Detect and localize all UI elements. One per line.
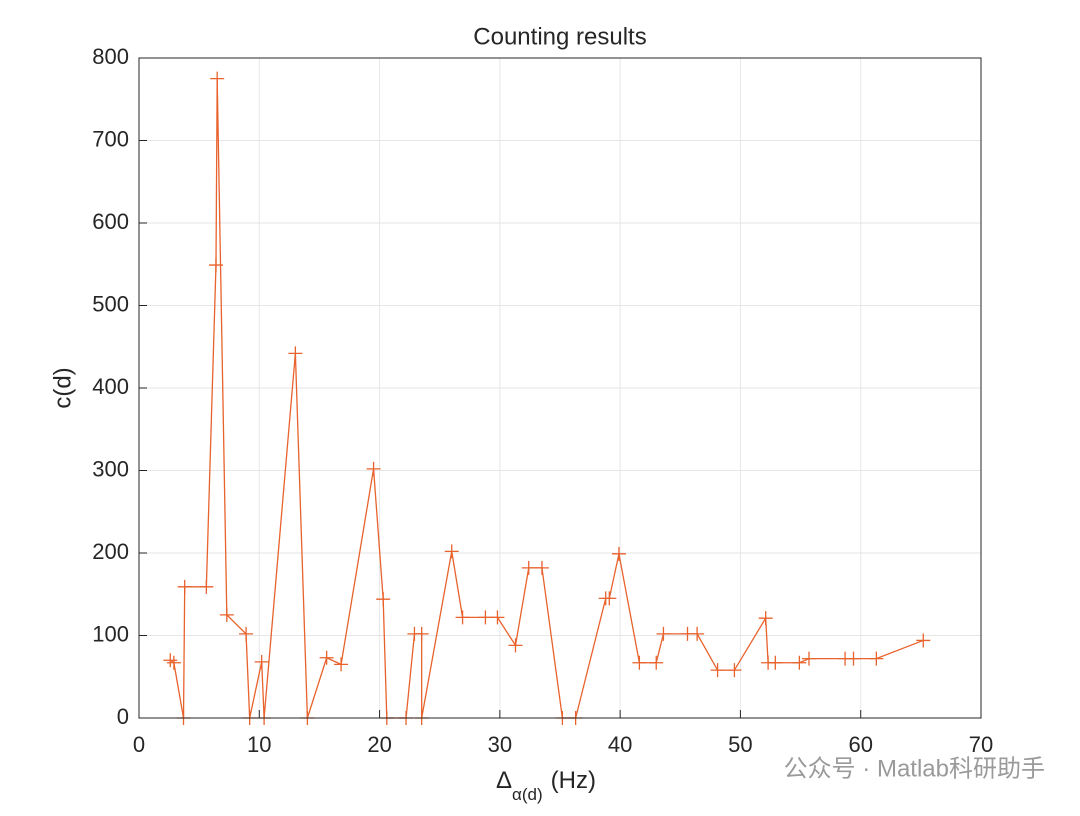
y-tick-label: 100 [92, 621, 129, 646]
marker [288, 346, 303, 361]
y-tick-label: 0 [117, 704, 129, 729]
marker [611, 546, 626, 561]
marker [254, 654, 269, 669]
marker [239, 626, 254, 641]
marker [710, 663, 725, 678]
marker [801, 651, 816, 666]
marker [727, 663, 742, 678]
x-tick-label: 30 [488, 732, 512, 757]
x-label-rest: (Hz) [551, 767, 596, 794]
marker [366, 461, 381, 476]
x-axis-label: Δα(d) (Hz) [496, 767, 596, 804]
marker [656, 626, 671, 641]
y-tick-label: 400 [92, 374, 129, 399]
y-tick-label: 200 [92, 539, 129, 564]
marker [376, 592, 391, 607]
y-tick-label: 500 [92, 291, 129, 316]
y-tick-label: 600 [92, 209, 129, 234]
marker [792, 655, 807, 670]
marker [210, 71, 225, 86]
marker [758, 611, 773, 626]
marker [916, 633, 931, 648]
marker [199, 579, 214, 594]
y-tick-label: 700 [92, 126, 129, 151]
marker [508, 638, 523, 653]
x-tick-label: 60 [848, 732, 872, 757]
marker [177, 579, 192, 594]
x-tick-label: 40 [608, 732, 632, 757]
marker [869, 651, 884, 666]
marker [690, 626, 705, 641]
marker [490, 610, 505, 625]
x-tick-label: 10 [247, 732, 271, 757]
marker [444, 544, 459, 559]
marker [208, 258, 223, 273]
marker [163, 653, 178, 668]
y-tick-label: 800 [92, 44, 129, 69]
marker [649, 655, 664, 670]
marker [768, 655, 783, 670]
marker [166, 655, 181, 670]
marker [478, 610, 493, 625]
marker [632, 655, 647, 670]
marker [534, 560, 549, 575]
marker [414, 626, 429, 641]
watermark: 公众号 · Matlab科研助手 [784, 755, 1045, 782]
marker [334, 657, 349, 672]
x-tick-label: 0 [133, 732, 145, 757]
marker [602, 591, 617, 606]
chart-title: Counting results [473, 23, 646, 50]
x-tick-label: 20 [367, 732, 391, 757]
y-tick-label: 300 [92, 456, 129, 481]
marker [521, 560, 536, 575]
marker [219, 607, 234, 622]
x-label-sub: α(d) [512, 785, 543, 804]
marker [846, 651, 861, 666]
marker [319, 650, 334, 665]
axes-box [138, 57, 982, 719]
marker [455, 610, 470, 625]
x-tick-label: 70 [969, 732, 993, 757]
x-label-base: Δ [496, 767, 512, 794]
y-axis-label: c(d) [49, 367, 76, 408]
x-tick-label: 50 [728, 732, 752, 757]
